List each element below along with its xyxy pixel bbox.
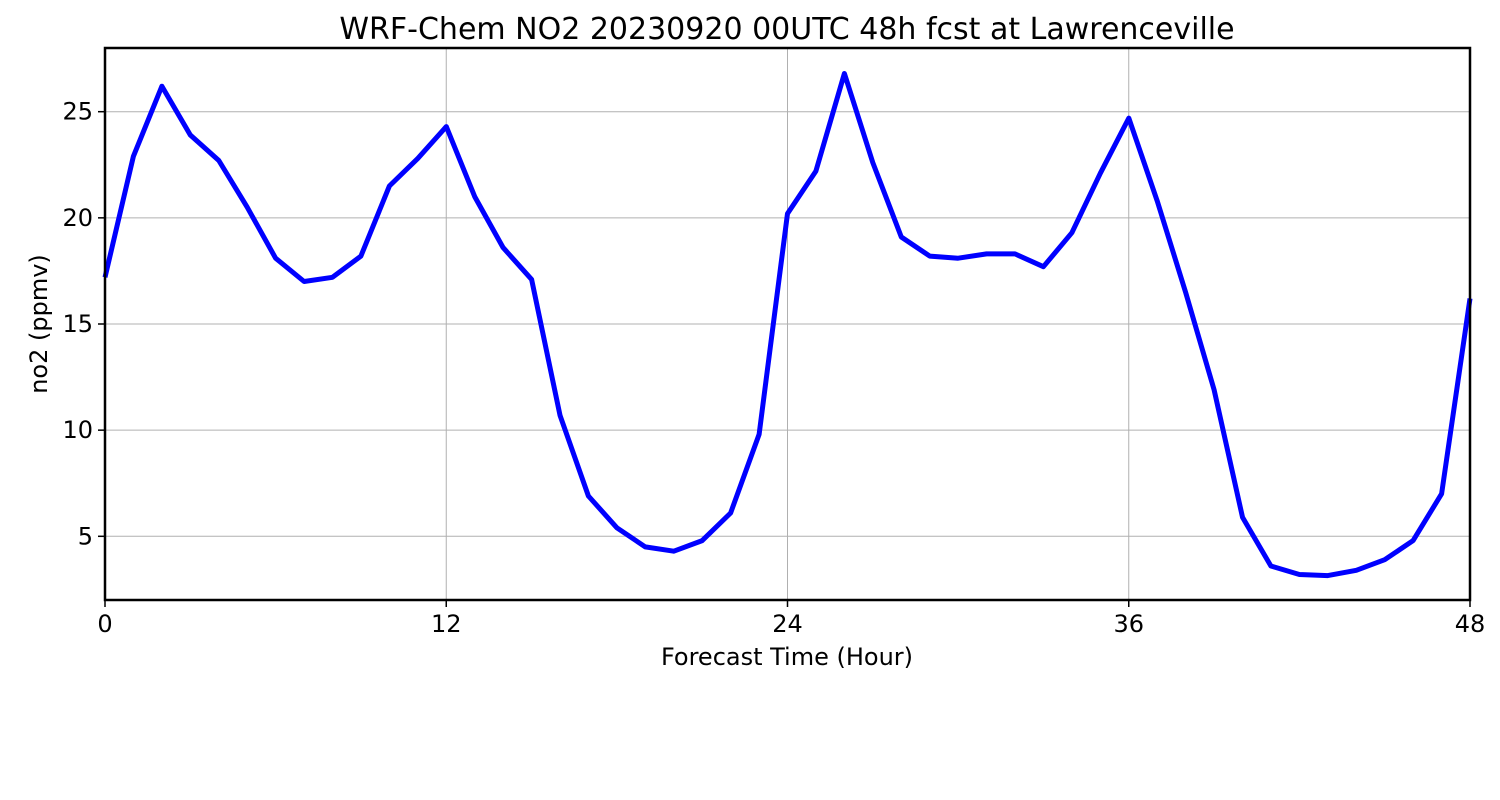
x-tick-label: 0 — [97, 610, 112, 638]
x-axis-title: Forecast Time (Hour) — [661, 643, 913, 671]
y-axis-title: no2 (ppmv) — [25, 254, 53, 394]
y-tick-label: 20 — [62, 204, 93, 232]
y-tick-label: 5 — [78, 522, 93, 550]
x-tick-label: 12 — [431, 610, 462, 638]
x-tick-label: 48 — [1455, 610, 1486, 638]
x-tick-label: 24 — [772, 610, 803, 638]
y-axis: 5 10 15 20 25 — [62, 98, 105, 550]
y-tick-label: 25 — [62, 98, 93, 126]
series-layer — [102, 71, 1473, 579]
grid — [104, 48, 1471, 600]
x-axis: 0 12 24 36 48 — [97, 600, 1485, 638]
chart-title: WRF-Chem NO2 20230920 00UTC 48h fcst at … — [339, 12, 1234, 47]
y-tick-label: 15 — [62, 310, 93, 338]
x-tick-label: 36 — [1113, 610, 1144, 638]
y-tick-label: 10 — [62, 416, 93, 444]
series-line — [102, 71, 1473, 579]
